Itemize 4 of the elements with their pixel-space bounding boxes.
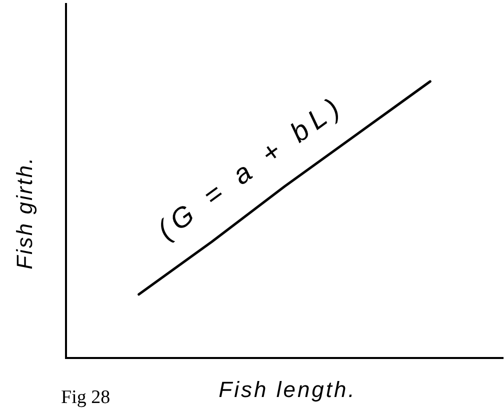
annotation: (G = a + bL) [152, 88, 350, 246]
caption: Fig 28 [61, 386, 110, 408]
x-axis-title: Fish length. [218, 377, 356, 402]
y-axis-title: Fish girth. [12, 156, 38, 270]
